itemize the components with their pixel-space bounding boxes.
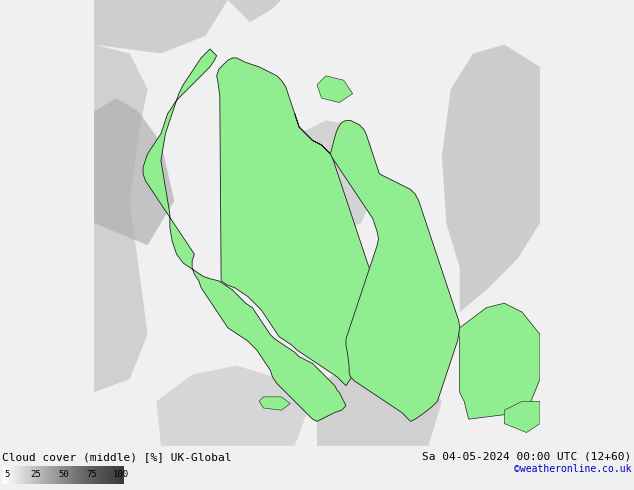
Polygon shape [317, 357, 442, 446]
Text: Sa 04-05-2024 00:00 UTC (12+60): Sa 04-05-2024 00:00 UTC (12+60) [422, 452, 631, 462]
Polygon shape [295, 114, 460, 421]
Polygon shape [317, 76, 353, 102]
Polygon shape [273, 121, 375, 245]
Polygon shape [143, 49, 346, 421]
Polygon shape [94, 98, 174, 245]
Text: ©weatheronline.co.uk: ©weatheronline.co.uk [514, 464, 631, 474]
Polygon shape [504, 401, 540, 433]
Text: 25: 25 [30, 470, 41, 479]
Polygon shape [459, 303, 540, 419]
Polygon shape [217, 58, 382, 386]
Text: Cloud cover (middle) [%] UK-Global: Cloud cover (middle) [%] UK-Global [2, 452, 231, 462]
Text: 50: 50 [58, 470, 68, 479]
Polygon shape [259, 397, 290, 410]
Polygon shape [228, 0, 281, 22]
Text: 100: 100 [113, 470, 129, 479]
Text: 5: 5 [4, 470, 10, 479]
Polygon shape [94, 45, 148, 392]
Polygon shape [442, 45, 540, 312]
Polygon shape [157, 366, 308, 446]
Text: 75: 75 [86, 470, 97, 479]
Polygon shape [94, 0, 228, 53]
